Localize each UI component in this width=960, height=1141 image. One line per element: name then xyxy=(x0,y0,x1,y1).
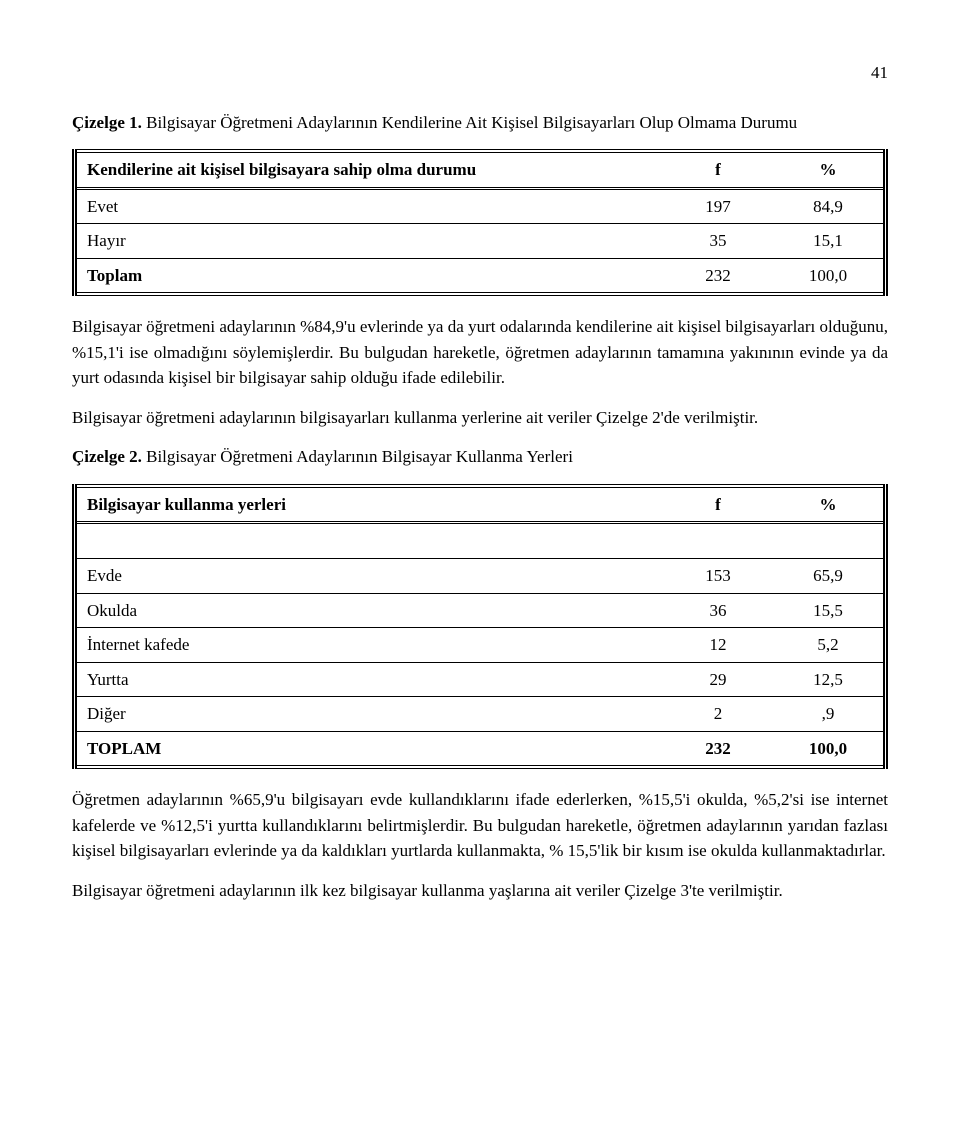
table-row: Yurtta 29 12,5 xyxy=(75,662,886,697)
table1-row2-label: Toplam xyxy=(75,258,664,294)
table1-row0-pct: 84,9 xyxy=(773,188,886,224)
table2-row4-label: Diğer xyxy=(75,697,664,732)
table-row: Diğer 2 ,9 xyxy=(75,697,886,732)
table1-row0-label: Evet xyxy=(75,188,664,224)
table1-header-f: f xyxy=(663,151,773,188)
table2-row5-label: TOPLAM xyxy=(75,731,664,767)
table-row: Toplam 232 100,0 xyxy=(75,258,886,294)
table2-row1-pct: 15,5 xyxy=(773,593,886,628)
table1-row1-label: Hayır xyxy=(75,224,664,259)
paragraph-2: Bilgisayar öğretmeni adaylarının bilgisa… xyxy=(72,405,888,431)
table1-row2-pct: 100,0 xyxy=(773,258,886,294)
table2-row3-f: 29 xyxy=(663,662,773,697)
table1-header-label: Kendilerine ait kişisel bilgisayara sahi… xyxy=(75,151,664,188)
table2-row0-f: 153 xyxy=(663,559,773,594)
table2-row5-pct: 100,0 xyxy=(773,731,886,767)
table2-row0-pct: 65,9 xyxy=(773,559,886,594)
table-row: İnternet kafede 12 5,2 xyxy=(75,628,886,663)
table2-header-pct: % xyxy=(773,486,886,523)
table2-header-row: Bilgisayar kullanma yerleri f % xyxy=(75,486,886,523)
table1-row1-f: 35 xyxy=(663,224,773,259)
table2-caption-text: Bilgisayar Öğretmeni Adaylarının Bilgisa… xyxy=(142,447,573,466)
table2-row5-f: 232 xyxy=(663,731,773,767)
table-row: Evde 153 65,9 xyxy=(75,559,886,594)
table2-row1-f: 36 xyxy=(663,593,773,628)
table-row: Evet 197 84,9 xyxy=(75,188,886,224)
table2-header-f: f xyxy=(663,486,773,523)
table2-caption: Çizelge 2. Bilgisayar Öğretmeni Adayları… xyxy=(72,444,888,470)
page-number: 41 xyxy=(72,60,888,86)
table1-caption-text: Bilgisayar Öğretmeni Adaylarının Kendile… xyxy=(142,113,797,132)
table2-row0-label: Evde xyxy=(75,559,664,594)
table1-header-pct: % xyxy=(773,151,886,188)
paragraph-3: Öğretmen adaylarının %65,9'u bilgisayarı… xyxy=(72,787,888,864)
table2-spacer xyxy=(75,523,886,559)
table2-row4-pct: ,9 xyxy=(773,697,886,732)
table1-header-row: Kendilerine ait kişisel bilgisayara sahi… xyxy=(75,151,886,188)
table2-header-label: Bilgisayar kullanma yerleri xyxy=(75,486,664,523)
table2-row3-pct: 12,5 xyxy=(773,662,886,697)
table1-row1-pct: 15,1 xyxy=(773,224,886,259)
table1-caption: Çizelge 1. Bilgisayar Öğretmeni Adayları… xyxy=(72,110,888,136)
table1-caption-prefix: Çizelge 1. xyxy=(72,113,142,132)
table2-row2-f: 12 xyxy=(663,628,773,663)
table-row: Hayır 35 15,1 xyxy=(75,224,886,259)
paragraph-1: Bilgisayar öğretmeni adaylarının %84,9'u… xyxy=(72,314,888,391)
table1-row2-f: 232 xyxy=(663,258,773,294)
table2-row3-label: Yurtta xyxy=(75,662,664,697)
table2-row2-label: İnternet kafede xyxy=(75,628,664,663)
table1-row0-f: 197 xyxy=(663,188,773,224)
table-row: TOPLAM 232 100,0 xyxy=(75,731,886,767)
table2-caption-prefix: Çizelge 2. xyxy=(72,447,142,466)
table1: Kendilerine ait kişisel bilgisayara sahi… xyxy=(72,149,888,296)
table2: Bilgisayar kullanma yerleri f % Evde 153… xyxy=(72,484,888,770)
table-row: Okulda 36 15,5 xyxy=(75,593,886,628)
table2-row1-label: Okulda xyxy=(75,593,664,628)
paragraph-4: Bilgisayar öğretmeni adaylarının ilk kez… xyxy=(72,878,888,904)
table2-row4-f: 2 xyxy=(663,697,773,732)
table2-row2-pct: 5,2 xyxy=(773,628,886,663)
